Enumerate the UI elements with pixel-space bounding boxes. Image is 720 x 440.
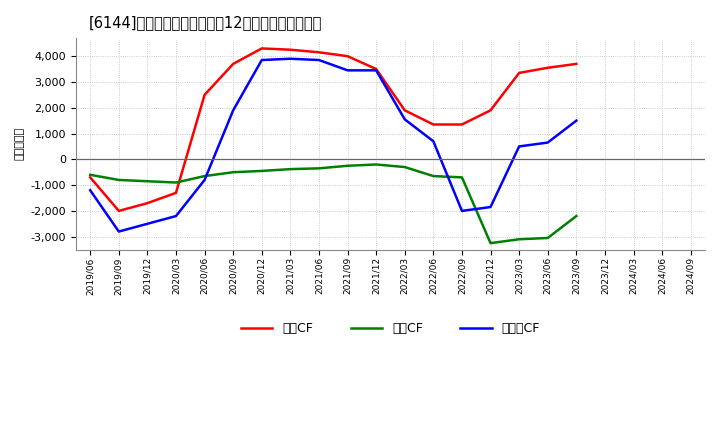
営業CF	[143, 201, 152, 206]
投資CF	[544, 235, 552, 241]
Y-axis label: （百万円）: （百万円）	[15, 127, 25, 161]
Legend: 営業CF, 投資CF, フリーCF: 営業CF, 投資CF, フリーCF	[236, 317, 545, 340]
フリーCF	[229, 108, 238, 113]
投資CF	[372, 162, 380, 167]
営業CF	[515, 70, 523, 76]
フリーCF	[200, 177, 209, 183]
営業CF	[229, 61, 238, 66]
フリーCF	[258, 57, 266, 62]
フリーCF	[486, 205, 495, 210]
営業CF	[114, 208, 123, 213]
営業CF	[372, 66, 380, 72]
投資CF	[315, 166, 323, 171]
営業CF	[486, 108, 495, 113]
投資CF	[114, 177, 123, 183]
投資CF	[400, 165, 409, 170]
営業CF	[343, 54, 352, 59]
フリーCF	[458, 208, 467, 213]
フリーCF	[515, 144, 523, 149]
Line: 営業CF: 営業CF	[90, 48, 576, 211]
営業CF	[429, 122, 438, 127]
営業CF	[86, 175, 94, 180]
投資CF	[200, 173, 209, 179]
フリーCF	[544, 140, 552, 145]
営業CF	[400, 108, 409, 113]
投資CF	[515, 237, 523, 242]
フリーCF	[372, 68, 380, 73]
フリーCF	[286, 56, 294, 62]
投資CF	[286, 166, 294, 172]
営業CF	[315, 50, 323, 55]
投資CF	[86, 172, 94, 177]
営業CF	[258, 46, 266, 51]
投資CF	[143, 179, 152, 184]
フリーCF	[343, 68, 352, 73]
フリーCF	[315, 57, 323, 62]
営業CF	[572, 61, 580, 66]
投資CF	[458, 175, 467, 180]
フリーCF	[143, 221, 152, 227]
投資CF	[486, 241, 495, 246]
フリーCF	[400, 117, 409, 122]
フリーCF	[429, 139, 438, 144]
フリーCF	[171, 213, 180, 219]
フリーCF	[114, 229, 123, 234]
フリーCF	[86, 187, 94, 193]
投資CF	[229, 169, 238, 175]
Line: フリーCF: フリーCF	[90, 59, 576, 231]
投資CF	[171, 180, 180, 185]
投資CF	[343, 163, 352, 169]
投資CF	[258, 168, 266, 173]
営業CF	[544, 65, 552, 70]
営業CF	[171, 190, 180, 195]
投資CF	[572, 213, 580, 219]
営業CF	[458, 122, 467, 127]
フリーCF	[572, 118, 580, 123]
営業CF	[200, 92, 209, 98]
Text: [6144]　キャッシュフローの12か月移動合計の推移: [6144] キャッシュフローの12か月移動合計の推移	[89, 15, 322, 30]
営業CF	[286, 47, 294, 52]
Line: 投資CF: 投資CF	[90, 165, 576, 243]
投資CF	[429, 173, 438, 179]
